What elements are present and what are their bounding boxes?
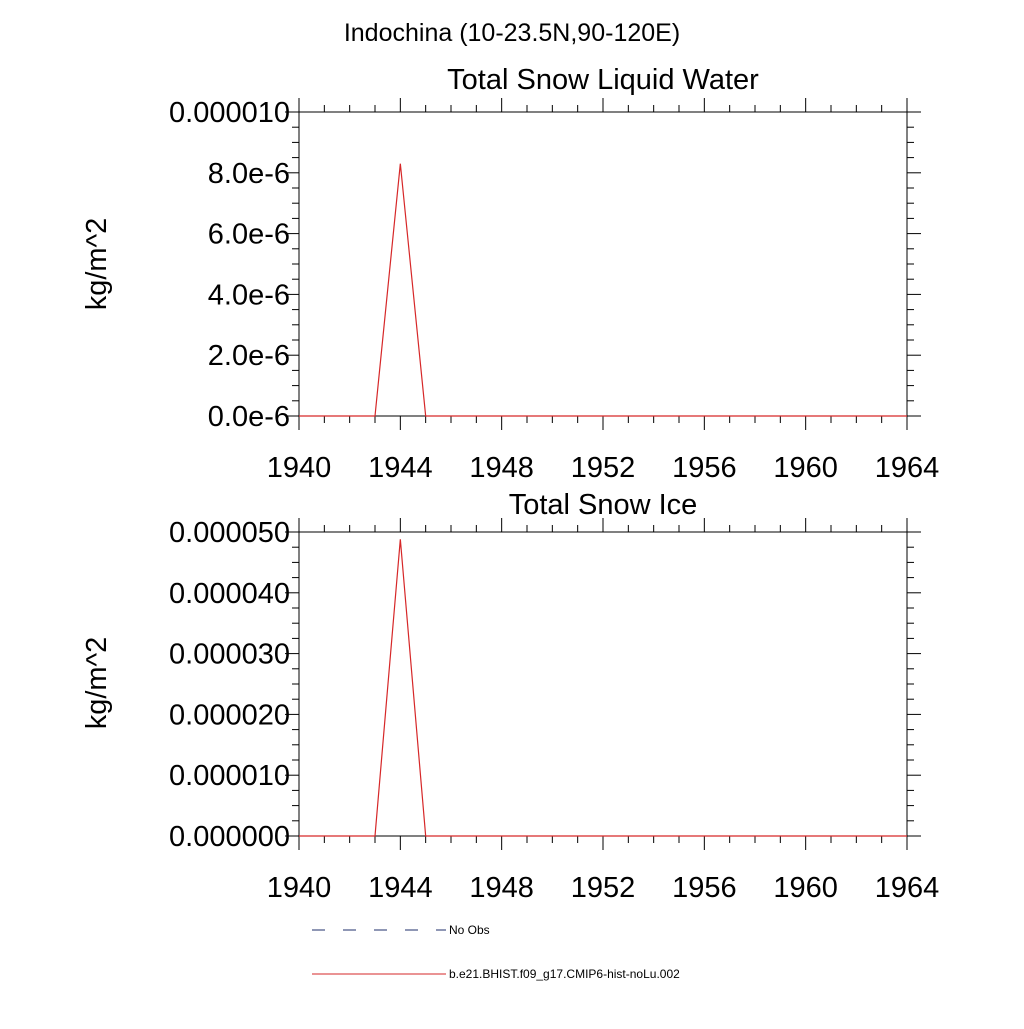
- legend: No Obs b.e21.BHIST.f09_g17.CMIP6-hist-no…: [312, 923, 680, 981]
- legend-label-no-obs: No Obs: [449, 923, 490, 937]
- panel-title: Total Snow Liquid Water: [447, 64, 759, 96]
- x-tick-label: 1952: [571, 872, 636, 904]
- y-tick-label: 0.000010: [169, 760, 290, 792]
- y-tick-label: 0.000020: [169, 699, 290, 731]
- legend-label-model: b.e21.BHIST.f09_g17.CMIP6-hist-noLu.002: [449, 967, 680, 981]
- panel-title: Total Snow Ice: [509, 489, 698, 521]
- y-tick-label: 0.000040: [169, 578, 290, 610]
- y-tick-label: 2.0e-6: [208, 340, 290, 372]
- y-axis-label: kg/m^2: [81, 218, 113, 311]
- y-tick-label: 0.000010: [169, 97, 290, 129]
- x-tick-label: 1960: [773, 452, 838, 484]
- series-line: [299, 539, 907, 837]
- x-tick-label: 1964: [875, 872, 940, 904]
- x-tick-label: 1956: [672, 452, 737, 484]
- y-tick-label: 6.0e-6: [208, 219, 290, 251]
- x-tick-label: 1944: [368, 872, 433, 904]
- y-tick-label: 0.000050: [169, 517, 290, 549]
- x-tick-label: 1960: [773, 872, 838, 904]
- x-tick-label: 1940: [267, 872, 332, 904]
- series-line: [299, 163, 907, 417]
- panel-snow-liquid-water: Total Snow Liquid Water kg/m^2 1940 1944 1…: [81, 64, 939, 484]
- x-tick-label: 1956: [672, 872, 737, 904]
- x-tick-label: 1944: [368, 452, 433, 484]
- y-tick-label: 4.0e-6: [208, 279, 290, 311]
- y-axis-label: kg/m^2: [81, 637, 113, 730]
- plot-frame: [298, 531, 908, 837]
- y-tick-label: 8.0e-6: [208, 158, 290, 190]
- figure-suptitle: Indochina (10-23.5N,90-120E): [344, 19, 680, 47]
- panel-snow-ice: Total Snow Ice kg/m^2 1940 1944 1948 1952 19…: [81, 489, 939, 904]
- y-tick-label: 0.000000: [169, 821, 290, 853]
- x-tick-label: 1964: [875, 452, 940, 484]
- x-tick-label: 1948: [469, 452, 534, 484]
- x-tick-label: 1948: [469, 872, 534, 904]
- x-tick-label: 1952: [571, 452, 636, 484]
- x-tick-label: 1940: [267, 452, 332, 484]
- y-tick-label: 0.000030: [169, 639, 290, 671]
- y-tick-label: 0.0e-6: [208, 401, 290, 433]
